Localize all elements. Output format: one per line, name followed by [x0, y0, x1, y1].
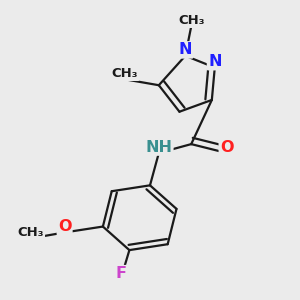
Text: NH: NH: [145, 140, 172, 154]
Text: N: N: [178, 42, 192, 57]
Text: CH₃: CH₃: [17, 226, 44, 239]
Text: O: O: [58, 219, 71, 234]
Text: CH₃: CH₃: [112, 67, 138, 80]
Text: F: F: [115, 266, 126, 281]
Text: N: N: [208, 54, 221, 69]
Text: CH₃: CH₃: [178, 14, 205, 27]
Text: O: O: [220, 140, 233, 154]
